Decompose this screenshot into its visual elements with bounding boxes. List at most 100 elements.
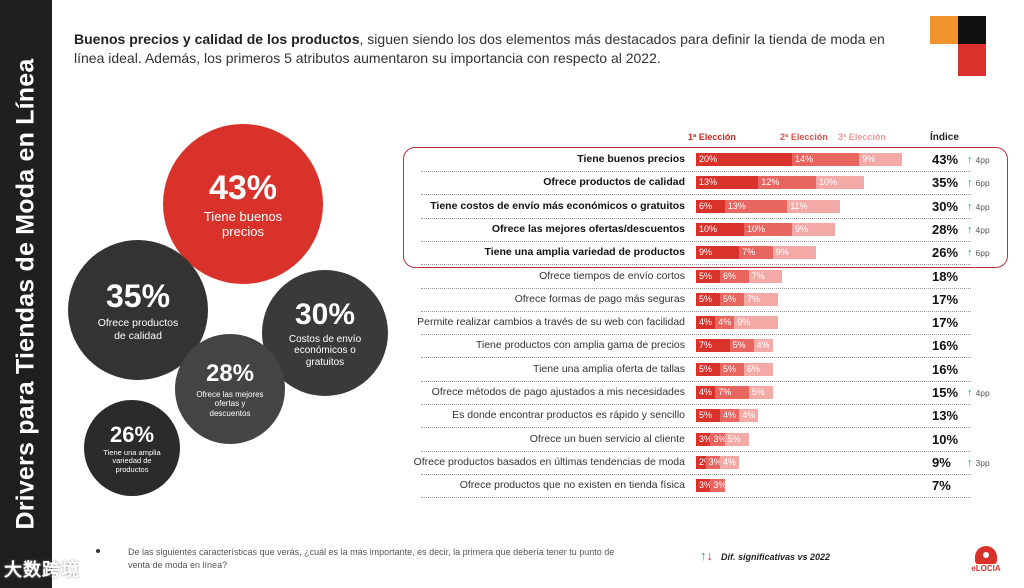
elocia-logo-icon <box>975 546 997 564</box>
bar-segment-choice-1: 6% <box>696 199 725 213</box>
up-arrow-icon: ↑ <box>967 223 973 236</box>
up-arrow-icon: ↑ <box>967 387 973 399</box>
red-square <box>958 44 986 76</box>
sidebar-title: Drivers para Tiendas de Moda en Línea <box>11 58 40 530</box>
row-label: Ofrece un buen servicio al cliente <box>529 432 685 445</box>
chart-row: Ofrece productos basados en últimas tend… <box>395 452 1015 475</box>
bar-segment-choice-3: 9% <box>772 246 816 260</box>
footnote-bullet <box>96 549 100 553</box>
bar-segment-choice-2: 3% <box>710 479 725 493</box>
bar-segment-choice-2: 5% <box>729 339 754 353</box>
bubble-label: Ofrece las mejores ofertas y descuentos <box>196 390 264 418</box>
row-diff-value: 4pp <box>975 224 990 235</box>
orange-square <box>930 16 958 44</box>
headline: Buenos precios y calidad de los producto… <box>74 30 914 68</box>
row-diff: ↑ 4pp <box>967 154 990 166</box>
bar-segment-choice-2: 12% <box>758 176 816 190</box>
bar-segment-choice-1: 20% <box>696 153 792 166</box>
legend-index: Índice <box>930 132 959 143</box>
row-index: 17% <box>932 291 959 307</box>
row-label: Permite realizar cambios a través de su … <box>417 316 685 329</box>
bar-segment-choice-3: 6% <box>744 362 773 376</box>
legend-second-choice: 2ª Elección <box>780 132 828 142</box>
row-label: Tiene una amplia oferta de tallas <box>533 362 685 375</box>
bubble-label: Tiene una amplia variedad de productos <box>103 447 161 474</box>
bar-segment-choice-3: 10% <box>815 176 864 190</box>
row-divider <box>421 287 971 289</box>
bubble-precios: 43% Tiene buenos precios <box>163 124 323 284</box>
row-bars: 2%3%4% <box>696 455 740 469</box>
row-index: 26% <box>932 245 959 261</box>
row-index: 10% <box>932 431 959 447</box>
chart-row: Ofrece productos que no existen en tiend… <box>395 475 1015 499</box>
chart-row: Ofrece productos de calidad 13% 12% 10% 35% ↑… <box>395 172 1015 196</box>
watermark: 大数跨境 <box>4 560 80 580</box>
row-diff-value: 4pp <box>975 388 990 398</box>
headline-bold: Buenos precios y calidad de los producto… <box>74 31 360 47</box>
row-divider <box>421 450 971 452</box>
bar-segment-choice-1: 10% <box>696 222 744 236</box>
bar-segment-choice-1: 5% <box>696 362 720 376</box>
up-arrow-icon: ↑ <box>967 154 973 166</box>
row-divider <box>421 171 971 172</box>
bubble-label: Costos de envío económicos o gratuitos <box>288 333 362 368</box>
chart-row: Ofrece tiempos de envío cortos 5% 6% 7% 18% <box>395 266 1015 289</box>
sidebar: Drivers para Tiendas de Moda en Línea <box>0 0 52 588</box>
row-label: Ofrece tiempos de envío cortos <box>539 269 685 282</box>
row-bars: 4% 4% 9% <box>696 316 778 330</box>
bar-segment-choice-3: 4% <box>753 339 773 353</box>
chart-row: Ofrece formas de pago más seguras 5% 5% 7% 1… <box>395 289 1015 312</box>
chart-row: Tiene una amplia variedad de productos 9%… <box>395 242 1015 266</box>
bar-segment-choice-2: 6% <box>720 269 749 283</box>
row-index: 17% <box>932 315 959 331</box>
row-bars: 5% 5% 6% <box>696 362 773 376</box>
row-bars: 10% 10% 9% <box>696 222 836 236</box>
up-arrow-icon: ↑ <box>967 200 973 213</box>
row-divider <box>421 404 971 405</box>
row-bars: 5% 6% 7% <box>696 269 783 283</box>
row-index: 15% <box>932 385 959 400</box>
bubble-pct: 30% <box>294 297 356 331</box>
bubble-ofertas: 28% Ofrece las mejores ofertas y descuen… <box>175 334 285 444</box>
bar-segment-choice-3: 7% <box>744 292 778 306</box>
significance-legend: ↑↓ Dif. significativas vs 2022 <box>700 548 830 563</box>
row-label: Tiene buenos precios <box>577 153 685 165</box>
up-arrow-icon: ↑ <box>967 456 973 469</box>
row-diff-value: 4pp <box>975 201 990 212</box>
row-divider <box>421 380 971 382</box>
row-divider <box>421 310 971 312</box>
bar-segment-choice-1: 4% <box>696 316 716 330</box>
bar-segment-choice-1: 2% <box>696 455 706 469</box>
bar-segment-choice-3: 5% <box>748 386 773 399</box>
row-diff-value: 3pp <box>975 457 990 468</box>
bubble-pct: 43% <box>208 168 278 207</box>
row-bars: 5% 5% 7% <box>696 292 778 306</box>
row-index: 28% <box>932 221 959 237</box>
bar-segment-choice-3: 4% <box>719 455 740 469</box>
row-index: 16% <box>932 338 959 354</box>
chart-row: Ofrece métodos de pago ajustados a mis n… <box>395 382 1015 405</box>
bar-segment-choice-3: 4% <box>739 409 759 423</box>
bubble-variedad: 26% Tiene una amplia variedad de product… <box>84 400 180 496</box>
elocia-logo-text: eLOCIA <box>971 564 1001 573</box>
chart-row: Permite realizar cambios a través de su … <box>395 312 1015 336</box>
bar-segment-choice-2: 10% <box>744 222 792 236</box>
row-label: Ofrece productos basados en últimas tend… <box>413 455 685 468</box>
bar-segment-choice-3: 7% <box>748 269 783 283</box>
bar-segment-choice-3: 9% <box>859 153 903 166</box>
brand-squares <box>930 16 1024 80</box>
black-square <box>958 16 986 44</box>
row-divider <box>421 357 971 359</box>
up-arrow-icon: ↑ <box>967 247 973 260</box>
row-divider <box>421 334 971 336</box>
bubble-label: Ofrece productos de calidad <box>97 317 179 342</box>
row-diff: ↑ 4pp <box>967 224 990 236</box>
row-bars: 9% 7% 9% <box>696 246 816 260</box>
legend-first-choice: 1ª Elección <box>688 132 736 142</box>
chart-row: Tiene una amplia oferta de tallas 5% 5% 6% 1… <box>395 359 1015 382</box>
bar-segment-choice-1: 3% <box>696 432 711 446</box>
row-bars: 5% 4% 4% <box>696 409 759 423</box>
down-arrow-icon: ↓ <box>706 548 714 563</box>
bubble-pct: 28% <box>205 360 255 388</box>
row-diff-value: 4pp <box>975 155 990 165</box>
